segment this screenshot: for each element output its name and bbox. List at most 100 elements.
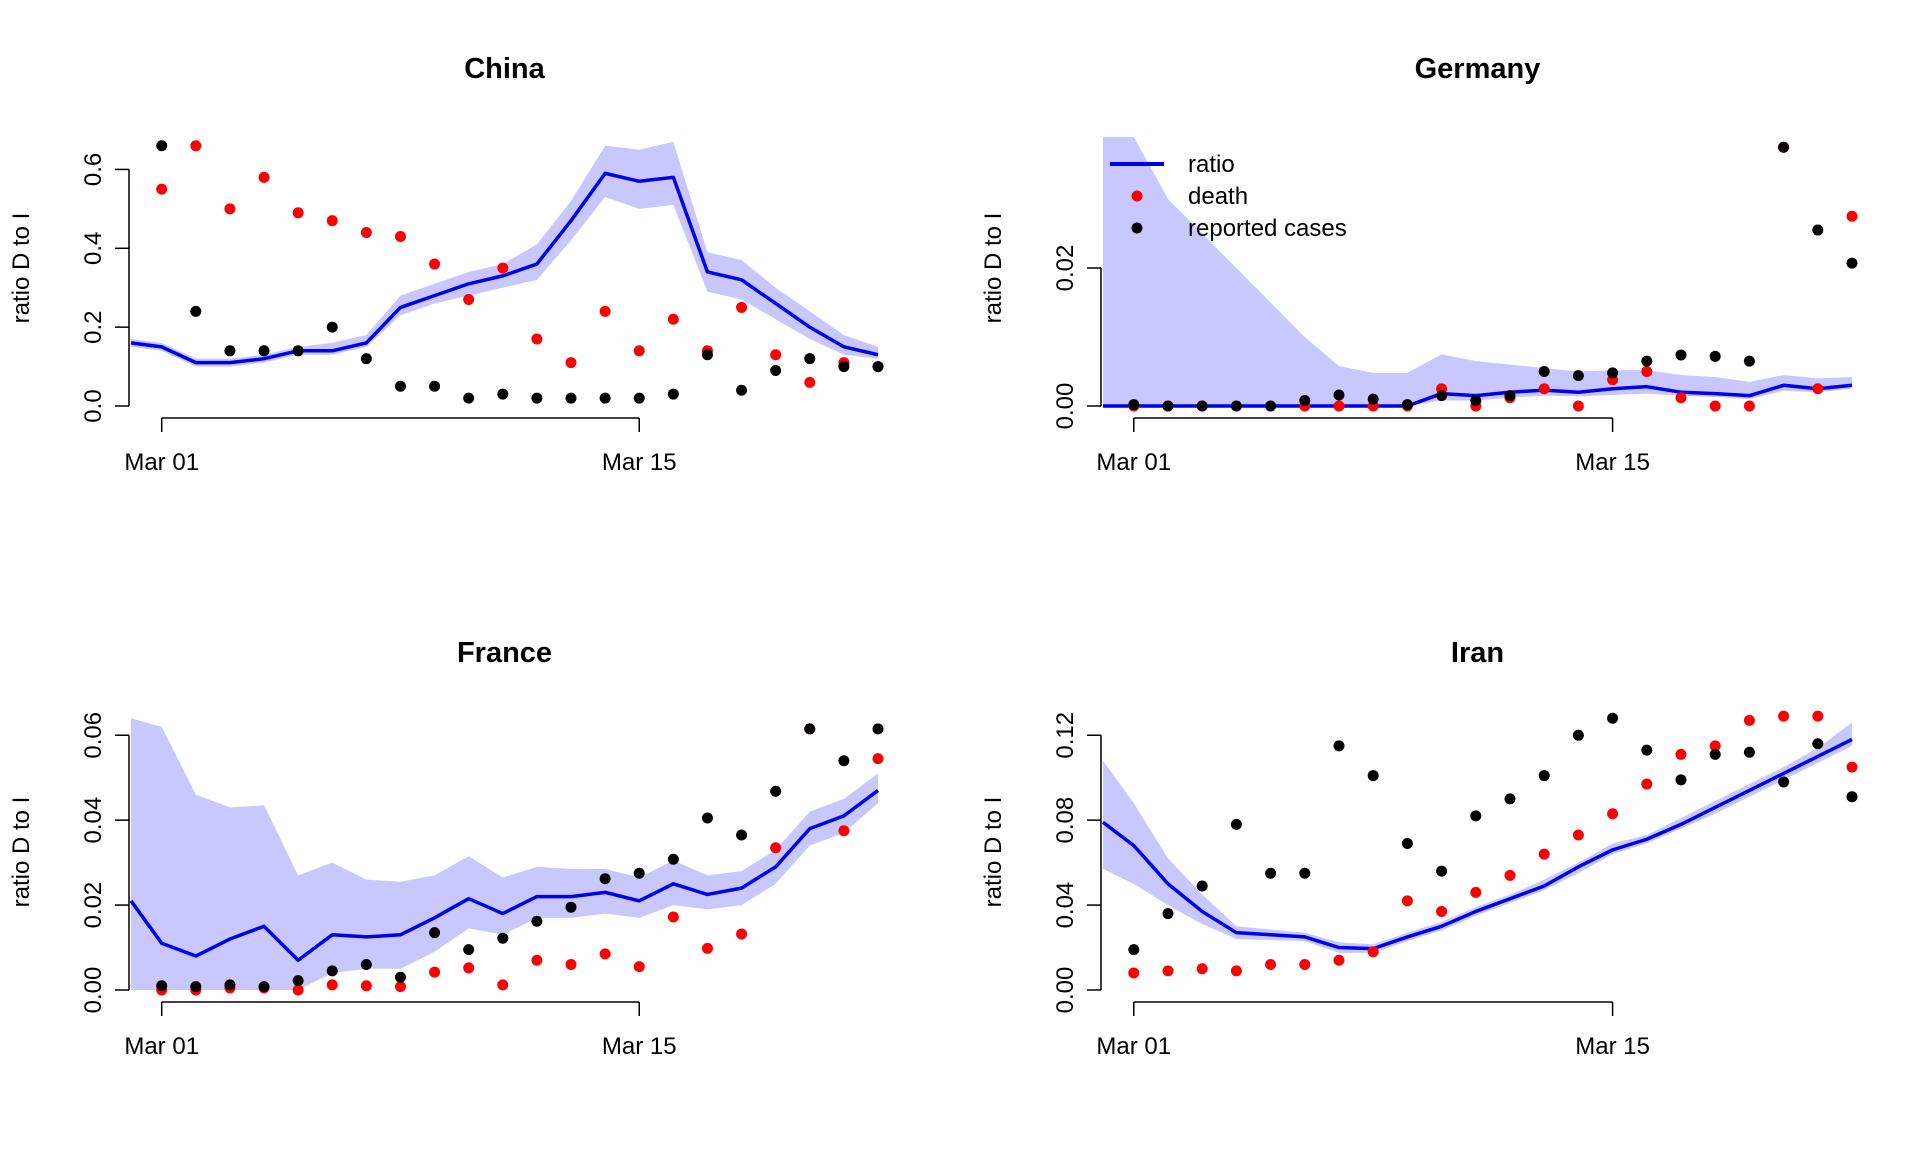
death-point <box>292 984 304 996</box>
death-point <box>531 954 543 966</box>
reported-cases-point <box>190 981 202 993</box>
reported-cases-point <box>701 349 713 361</box>
reported-cases-point <box>1607 367 1619 379</box>
x-tick-label: Mar 01 <box>1096 449 1171 476</box>
death-point <box>497 979 509 991</box>
death-point <box>1504 869 1516 881</box>
death-point <box>599 305 611 317</box>
reported-cases-point <box>224 345 236 357</box>
y-tick-label: 0.04 <box>1052 882 1079 929</box>
death-point <box>156 183 168 195</box>
reported-cases-point <box>1299 394 1311 406</box>
chart-title-france: France <box>457 637 552 669</box>
ratio-interval-ribbon <box>131 141 878 367</box>
x-tick-label: Mar 15 <box>1575 1033 1650 1060</box>
death-point <box>224 203 236 215</box>
death-point <box>770 349 782 361</box>
death-point <box>1401 895 1413 907</box>
x-tick-label: Mar 01 <box>1096 1033 1171 1060</box>
death-point <box>1572 400 1584 412</box>
reported-cases-point <box>1265 867 1277 879</box>
reported-cases-point <box>326 965 338 977</box>
death-point <box>1265 959 1277 971</box>
legend: ratio death reported cases <box>1110 151 1347 242</box>
death-point <box>258 171 270 183</box>
reported-cases-point <box>1230 400 1242 412</box>
reported-cases-point <box>360 353 372 365</box>
death-point <box>463 962 475 974</box>
y-tick-label: 0.02 <box>1052 245 1079 292</box>
death-point <box>1333 400 1345 412</box>
reported-cases-point <box>531 915 543 927</box>
x-tick-label: Mar 15 <box>602 1033 677 1060</box>
reported-cases-point <box>1299 867 1311 879</box>
death-point <box>1778 710 1790 722</box>
reported-cases-point <box>1162 400 1174 412</box>
death-point <box>1299 959 1311 971</box>
x-tick-label: Mar 15 <box>1575 449 1650 476</box>
death-point <box>633 961 645 973</box>
death-point <box>1675 748 1687 760</box>
ratio-line <box>129 789 880 963</box>
reported-cases-point <box>770 365 782 377</box>
reported-cases-point <box>224 979 236 991</box>
y-tick-label: 0.6 <box>80 153 107 186</box>
reported-cases-point <box>565 392 577 404</box>
death-point <box>531 333 543 345</box>
panel-germany: Germany ratio D to I 0.00 0.02 Mar 01 Mar 15 <box>980 53 1858 476</box>
reported-cases-point <box>463 392 475 404</box>
death-point <box>497 262 509 274</box>
reported-cases-point <box>736 829 748 841</box>
death-point <box>463 294 475 306</box>
death-point <box>736 928 748 940</box>
reported-cases-point <box>667 853 679 865</box>
reported-cases-point <box>565 901 577 913</box>
reported-cases-point <box>258 981 270 993</box>
reported-cases-point <box>326 321 338 333</box>
death-point <box>1470 886 1482 898</box>
x-tick-label: Mar 01 <box>124 449 199 476</box>
reported-cases-point <box>1436 865 1448 877</box>
chart-title-china: China <box>464 53 545 85</box>
death-point <box>429 966 441 978</box>
reported-cases-point <box>190 305 202 317</box>
ratio-line <box>1101 737 1853 951</box>
reported-cases-point <box>1128 399 1140 411</box>
ratio-interval-ribbon <box>1103 136 1852 406</box>
reported-cases-point <box>1641 355 1653 367</box>
y-tick-label: 0.00 <box>1052 383 1079 430</box>
death-point <box>429 258 441 270</box>
death-point <box>1743 714 1755 726</box>
reported-cases-point <box>1367 770 1379 782</box>
reported-cases-point <box>1675 349 1687 361</box>
ratio-interval-ribbon <box>131 718 878 990</box>
death-point <box>1846 210 1858 222</box>
reported-cases-point <box>838 755 850 767</box>
reported-cases-point <box>1572 370 1584 382</box>
death-point <box>770 842 782 854</box>
reported-cases-point <box>1333 389 1345 401</box>
reported-cases-point <box>429 927 441 939</box>
legend-label-death: death <box>1188 183 1248 210</box>
death-point <box>1538 383 1550 395</box>
legend-death-swatch <box>1131 190 1143 202</box>
death-point <box>701 942 713 954</box>
reported-cases-point <box>292 975 304 987</box>
reported-cases-point <box>872 361 884 373</box>
reported-cases-point <box>1572 729 1584 741</box>
death-point <box>1675 392 1687 404</box>
reported-cases-point <box>1607 712 1619 724</box>
reported-cases-point <box>1846 791 1858 803</box>
death-point <box>1162 965 1174 977</box>
death-point <box>1709 740 1721 752</box>
reported-cases-point <box>258 345 270 357</box>
reported-cases-point <box>1230 818 1242 830</box>
reported-cases-point <box>394 380 406 392</box>
death-point <box>1812 383 1824 395</box>
reported-cases-point <box>1641 744 1653 756</box>
reported-cases-point <box>1812 224 1824 236</box>
reported-cases-point <box>667 388 679 400</box>
death-point <box>326 215 338 227</box>
reported-cases-point <box>599 392 611 404</box>
